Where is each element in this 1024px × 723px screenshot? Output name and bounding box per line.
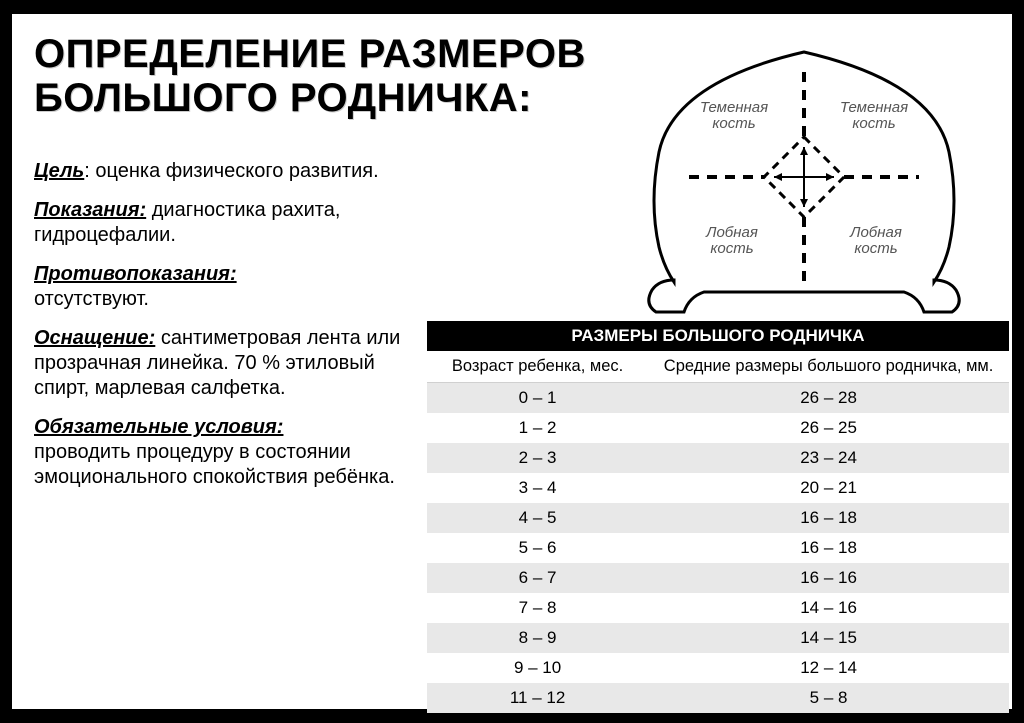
cell-size: 16 – 16 [648, 563, 1009, 593]
cell-size: 14 – 15 [648, 623, 1009, 653]
col-age-header: Возраст ребенка, мес. [427, 351, 648, 383]
cell-age: 5 – 6 [427, 533, 648, 563]
conditions-label: Обязательные условия: [34, 416, 283, 438]
cell-size: 5 – 8 [648, 683, 1009, 713]
cell-age: 7 – 8 [427, 593, 648, 623]
table-row: 3 – 420 – 21 [427, 473, 1009, 503]
label-frontal-left: Лобнаякость [705, 224, 758, 257]
table-row: 7 – 814 – 16 [427, 593, 1009, 623]
section-contra: Противопоказания: отсутствуют. [34, 262, 414, 312]
table-body: 0 – 126 – 281 – 226 – 252 – 323 – 243 – … [427, 383, 1009, 714]
table-title: РАЗМЕРЫ БОЛЬШОГО РОДНИЧКА [427, 321, 1009, 351]
table-row: 8 – 914 – 15 [427, 623, 1009, 653]
cell-size: 16 – 18 [648, 533, 1009, 563]
cell-age: 6 – 7 [427, 563, 648, 593]
fontanelle-table: РАЗМЕРЫ БОЛЬШОГО РОДНИЧКА Возраст ребенк… [427, 321, 1009, 713]
table-row: 4 – 516 – 18 [427, 503, 1009, 533]
page: ОПРЕДЕЛЕНИЕ РАЗМЕРОВ БОЛЬШОГО РОДНИЧКА: … [12, 14, 1012, 709]
cell-age: 1 – 2 [427, 413, 648, 443]
cell-age: 0 – 1 [427, 383, 648, 414]
table-row: 9 – 1012 – 14 [427, 653, 1009, 683]
fontanelle-table-wrap: РАЗМЕРЫ БОЛЬШОГО РОДНИЧКА Возраст ребенк… [427, 321, 1009, 713]
goal-label: Цель [34, 160, 84, 182]
contra-label: Противопоказания: [34, 263, 237, 285]
cell-size: 16 – 18 [648, 503, 1009, 533]
cell-size: 23 – 24 [648, 443, 1009, 473]
indications-label: Показания: [34, 199, 146, 221]
table-row: 2 – 323 – 24 [427, 443, 1009, 473]
section-indications: Показания: диагностика рахита, гидроцефа… [34, 198, 414, 248]
table-row: 5 – 616 – 18 [427, 533, 1009, 563]
cell-age: 8 – 9 [427, 623, 648, 653]
section-goal: Цель: оценка физического развития. [34, 159, 414, 184]
contra-text: отсутствуют. [34, 288, 149, 310]
cell-size: 14 – 16 [648, 593, 1009, 623]
cell-age: 9 – 10 [427, 653, 648, 683]
table-row: 0 – 126 – 28 [427, 383, 1009, 414]
table-row: 1 – 226 – 25 [427, 413, 1009, 443]
goal-text: : оценка физического развития. [84, 160, 378, 182]
cell-size: 26 – 28 [648, 383, 1009, 414]
label-frontal-right: Лобнаякость [849, 224, 902, 257]
head-diagram: Теменнаякость Теменнаякость Лобнаякость … [604, 22, 1004, 317]
cell-age: 4 – 5 [427, 503, 648, 533]
cell-age: 3 – 4 [427, 473, 648, 503]
table-row: 6 – 716 – 16 [427, 563, 1009, 593]
table-header-cols: Возраст ребенка, мес. Средние размеры бо… [427, 351, 1009, 383]
cell-size: 20 – 21 [648, 473, 1009, 503]
cell-age: 11 – 12 [427, 683, 648, 713]
cell-age: 2 – 3 [427, 443, 648, 473]
col-size-header: Средние размеры большого родничка, мм. [648, 351, 1009, 383]
table-header-main: РАЗМЕРЫ БОЛЬШОГО РОДНИЧКА [427, 321, 1009, 351]
section-conditions: Обязательные условия: проводить процедур… [34, 415, 414, 490]
conditions-text: проводить процедуру в состоянии эмоциона… [34, 441, 395, 488]
equipment-label: Оснащение: [34, 327, 155, 349]
page-title: ОПРЕДЕЛЕНИЕ РАЗМЕРОВ БОЛЬШОГО РОДНИЧКА: [34, 32, 594, 120]
text-column: Цель: оценка физического развития. Показ… [34, 159, 414, 504]
section-equipment: Оснащение: сантиметровая лента или прозр… [34, 326, 414, 401]
cell-size: 26 – 25 [648, 413, 1009, 443]
table-row: 11 – 125 – 8 [427, 683, 1009, 713]
cell-size: 12 – 14 [648, 653, 1009, 683]
